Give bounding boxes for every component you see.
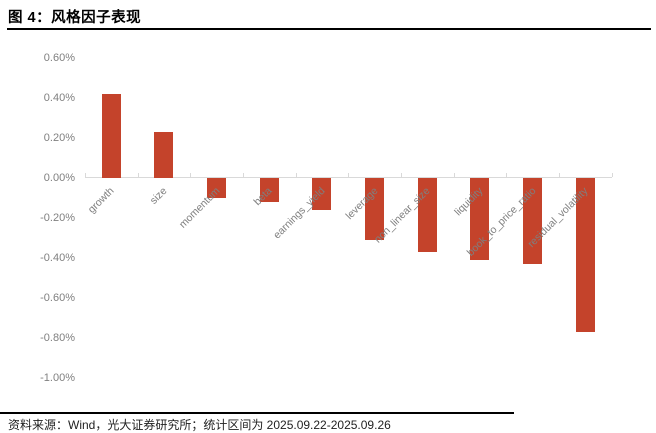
y-axis-tick-label: 0.60% xyxy=(43,52,75,64)
footer-divider xyxy=(0,412,514,414)
bar-liquidity xyxy=(470,177,490,260)
bar-growth xyxy=(101,93,121,178)
bar-book_to_price_ratio xyxy=(523,177,543,264)
y-axis-tick-label: -0.80% xyxy=(40,332,75,344)
y-axis-tick-label: -0.60% xyxy=(40,292,75,304)
y-axis-tick-label: -0.40% xyxy=(40,252,75,264)
y-axis-tick-label: -1.00% xyxy=(40,372,75,384)
x-axis-tick xyxy=(190,173,192,177)
y-axis-tick-label: -0.20% xyxy=(40,212,75,224)
bar-beta xyxy=(259,177,279,202)
x-axis-tick xyxy=(558,173,560,177)
x-axis-tick xyxy=(85,173,86,177)
bar-size xyxy=(154,131,174,178)
bar-leverage xyxy=(365,177,385,240)
x-axis-tick xyxy=(453,173,455,177)
x-axis-tick xyxy=(348,173,350,177)
x-axis-tick xyxy=(137,173,139,177)
title-divider xyxy=(7,28,651,30)
x-axis-tick xyxy=(400,173,402,177)
bar-earnings_yield xyxy=(312,177,332,210)
x-axis-tick xyxy=(295,173,297,177)
x-axis-line xyxy=(85,176,612,179)
figure-title: 图 4：风格因子表现 xyxy=(8,10,142,26)
x-axis-tick xyxy=(506,173,508,177)
x-axis-tick xyxy=(242,173,244,177)
x-axis-tick xyxy=(611,173,613,177)
y-axis-tick-label: 0.40% xyxy=(43,92,75,104)
y-axis-tick-label: 0.00% xyxy=(43,172,75,184)
source-note: 资料来源：Wind，光大证券研究所；统计区间为 2025.09.22-2025.… xyxy=(8,418,391,432)
bar-non_linear_size xyxy=(417,177,437,252)
y-axis-tick-label: 0.20% xyxy=(43,132,75,144)
bar-momentum xyxy=(207,177,227,198)
bar-residual_volatility xyxy=(575,177,595,332)
